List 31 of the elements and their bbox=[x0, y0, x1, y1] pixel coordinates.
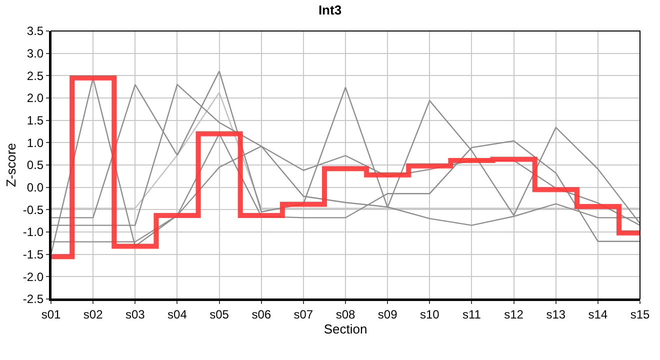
y-tick-label: 3.0 bbox=[26, 46, 44, 61]
y-tick-label: 2.5 bbox=[26, 68, 44, 83]
y-tick-label: 0.0 bbox=[26, 180, 44, 195]
y-tick-label: -2.0 bbox=[22, 270, 44, 284]
y-tick-label: -2.5 bbox=[22, 292, 44, 306]
x-tick-label: s15 bbox=[630, 307, 650, 322]
x-axis-title: Section bbox=[324, 322, 368, 336]
y-tick-label: -0.5 bbox=[22, 202, 44, 217]
x-tick-label: s08 bbox=[336, 307, 356, 322]
y-tick-label: -1.0 bbox=[22, 225, 44, 240]
x-tick-label: s05 bbox=[210, 307, 230, 322]
x-tick-label: s02 bbox=[83, 307, 104, 322]
x-tick-label: s13 bbox=[546, 307, 566, 322]
y-tick-label: 0.5 bbox=[26, 158, 44, 172]
x-tick-label: s06 bbox=[252, 307, 272, 322]
x-tick-label: s10 bbox=[420, 307, 440, 322]
y-tick-label: 1.0 bbox=[26, 136, 44, 150]
x-tick-label: s01 bbox=[41, 307, 61, 322]
y-tick-label: -1.5 bbox=[22, 248, 44, 262]
x-tick-label: s14 bbox=[588, 307, 608, 322]
x-tick-label: s12 bbox=[504, 307, 524, 322]
y-tick-label: 2.0 bbox=[26, 91, 44, 106]
y-tick-label: 1.5 bbox=[26, 114, 44, 128]
x-tick-label: s11 bbox=[462, 307, 482, 322]
y-tick-label: 3.5 bbox=[26, 24, 44, 38]
x-tick-label: s07 bbox=[294, 307, 314, 322]
x-tick-label: s09 bbox=[378, 307, 398, 322]
x-tick-label: s04 bbox=[168, 307, 188, 322]
chart-title: Int3 bbox=[318, 2, 342, 18]
y-axis-title: Z-score bbox=[3, 142, 18, 188]
x-tick-label: s03 bbox=[125, 307, 146, 322]
